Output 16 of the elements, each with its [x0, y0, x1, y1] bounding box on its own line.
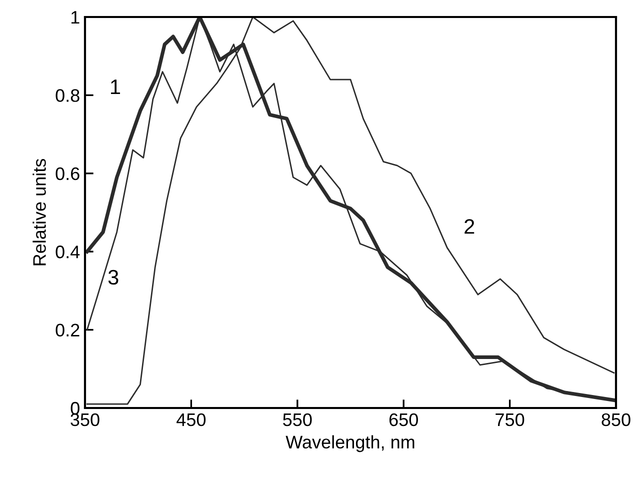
- y-tick-label: 0.2: [56, 324, 80, 337]
- x-tick-label: 650: [389, 413, 418, 426]
- annotation: 3: [108, 270, 118, 285]
- y-tick-label: 1: [71, 11, 80, 24]
- y-tick-label: 0.4: [56, 246, 80, 258]
- x-tick-label: 450: [176, 413, 206, 426]
- annotation: 2: [464, 219, 474, 234]
- x-axis-title: Wavelength, nm: [286, 435, 414, 452]
- x-tick-label: 850: [602, 413, 630, 426]
- annotation: 1: [111, 80, 120, 94]
- x-tick-label: 350: [70, 413, 100, 426]
- y-tick-label: 0.8: [56, 89, 80, 102]
- y-axis-title: Relative units: [32, 158, 46, 266]
- x-tick-label: 550: [283, 413, 312, 426]
- x-tick-label: 750: [496, 413, 524, 426]
- y-tick-label: 0.6: [56, 167, 80, 180]
